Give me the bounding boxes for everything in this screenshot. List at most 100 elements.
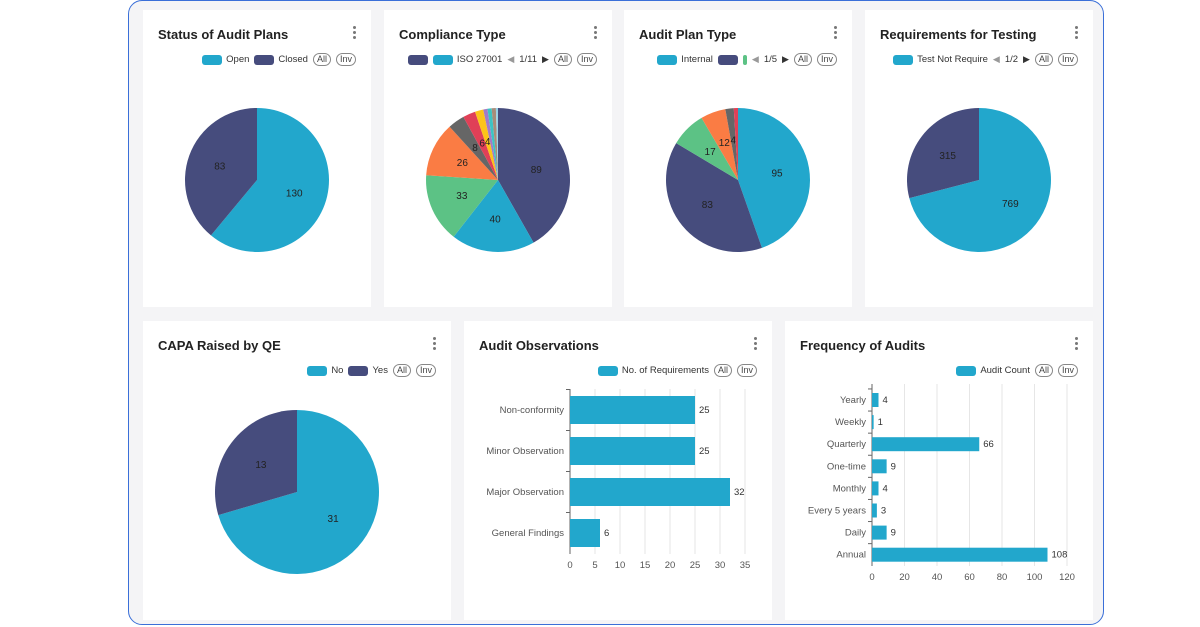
pie-slice[interactable] [725, 108, 738, 180]
select-all-button[interactable]: All [713, 364, 732, 377]
slice-label: 6 [479, 139, 485, 150]
slice-label: 26 [457, 158, 469, 169]
pie-slice[interactable] [449, 116, 498, 180]
legend-item[interactable]: Audit Count [956, 365, 1030, 376]
pie-slice[interactable] [426, 175, 498, 237]
legend-label: Open [226, 54, 250, 65]
legend-item[interactable]: ISO 27001 [432, 54, 502, 65]
bar-chart: 0 5 10 15 20 25 30 35 Non-conformity 25 Minor Obse… [486, 389, 750, 571]
bar-value-label: 25 [699, 446, 710, 457]
more-options-icon[interactable] [433, 337, 437, 352]
legend-item[interactable]: Internal [657, 54, 713, 65]
bar[interactable] [872, 481, 879, 496]
invert-selection-button[interactable]: Inv [576, 53, 597, 66]
select-all-button[interactable]: All [312, 53, 331, 66]
pie-slice[interactable] [738, 108, 810, 248]
card-title: Audit Observations [479, 338, 599, 353]
pie-slice[interactable] [907, 108, 979, 199]
legend-label: No. of Requirements [621, 365, 709, 376]
more-options-icon[interactable] [594, 26, 598, 41]
pie-chart: 31 13 [215, 410, 379, 574]
pie-slice[interactable] [218, 410, 379, 574]
bar[interactable] [872, 393, 879, 407]
select-all-button[interactable]: All [392, 364, 411, 377]
legend-item[interactable]: No. of Requirements [597, 365, 709, 376]
prev-page-icon[interactable]: ◀ [507, 54, 515, 64]
card-title: Requirements for Testing [880, 27, 1037, 42]
select-all-button[interactable]: All [1034, 53, 1053, 66]
prev-page-icon[interactable]: ◀ [751, 54, 759, 64]
legend-item[interactable] [407, 54, 428, 65]
x-tick-label: 5 [592, 560, 597, 571]
pie-slice[interactable] [909, 108, 1051, 252]
legend-item[interactable]: Open [202, 54, 249, 65]
invert-selection-button[interactable]: Inv [415, 364, 436, 377]
bar-value-label: 66 [983, 439, 994, 450]
pie-slice[interactable] [487, 108, 498, 180]
pie-slice[interactable] [498, 108, 570, 243]
legend-item[interactable]: Closed [254, 54, 308, 65]
legend-swatch [202, 54, 223, 65]
pie-slice[interactable] [453, 180, 534, 253]
invert-selection-button[interactable]: Inv [1057, 53, 1078, 66]
y-tick-label: Quarterly [827, 439, 866, 450]
card-audit-observations: Audit Observations No. of Requirements All… [464, 321, 772, 620]
pie-slice[interactable] [210, 108, 329, 252]
invert-selection-button[interactable]: Inv [335, 53, 356, 66]
x-tick-label: 15 [640, 560, 651, 571]
bar[interactable] [872, 459, 887, 474]
pie-slice[interactable] [185, 108, 257, 236]
legend-item[interactable] [742, 54, 747, 65]
pie-chart: 89 40 33 268 6 4 [426, 108, 570, 253]
slice-label: 315 [939, 151, 956, 162]
pie-slice[interactable] [491, 108, 498, 180]
invert-selection-button[interactable]: Inv [736, 364, 757, 377]
bar[interactable] [872, 525, 887, 540]
pie-slice[interactable] [426, 126, 498, 180]
legend-item[interactable]: Yes [348, 365, 388, 376]
select-all-button[interactable]: All [553, 53, 572, 66]
more-options-icon[interactable] [1075, 26, 1079, 41]
slice-label: 83 [702, 200, 714, 211]
select-all-button[interactable]: All [1034, 364, 1053, 377]
invert-selection-button[interactable]: Inv [816, 53, 837, 66]
x-tick-label: 120 [1059, 572, 1075, 583]
pie-slice[interactable] [483, 108, 498, 180]
bar[interactable] [570, 396, 695, 424]
next-page-icon[interactable]: ▶ [1023, 54, 1030, 64]
x-tick-label: 25 [690, 560, 701, 571]
legend-page: 1/2 [1004, 54, 1019, 65]
bar[interactable] [570, 478, 730, 506]
next-page-icon[interactable]: ▶ [782, 54, 789, 64]
y-tick-label: Minor Observation [486, 446, 564, 457]
pie-slice[interactable] [495, 108, 498, 180]
bar[interactable] [570, 519, 600, 547]
pie-slice[interactable] [215, 410, 297, 516]
bar[interactable] [872, 503, 877, 518]
y-tick-label: Major Observation [486, 487, 564, 498]
pie-slice[interactable] [701, 109, 738, 180]
bar[interactable] [872, 437, 980, 452]
legend-item[interactable]: No [307, 365, 343, 376]
slice-label: 83 [214, 162, 226, 173]
next-page-icon[interactable]: ▶ [542, 54, 549, 64]
more-options-icon[interactable] [1075, 337, 1079, 352]
bar-value-label: 1 [878, 417, 883, 428]
select-all-button[interactable]: All [793, 53, 812, 66]
pie-chart: 130 83 [185, 108, 329, 252]
prev-page-icon[interactable]: ◀ [992, 54, 1000, 64]
pie-slice[interactable] [733, 108, 738, 180]
bar[interactable] [570, 437, 695, 465]
more-options-icon[interactable] [754, 337, 758, 352]
legend-item[interactable] [717, 54, 738, 65]
pie-slice[interactable] [463, 111, 498, 180]
more-options-icon[interactable] [834, 26, 838, 41]
invert-selection-button[interactable]: Inv [1057, 364, 1078, 377]
pie-slice[interactable] [475, 109, 498, 180]
bar[interactable] [872, 415, 874, 430]
more-options-icon[interactable] [353, 26, 357, 41]
pie-slice[interactable] [676, 117, 738, 180]
pie-slice[interactable] [666, 143, 762, 252]
legend-item[interactable]: Test Not Require [893, 54, 988, 65]
bar[interactable] [872, 547, 1048, 562]
